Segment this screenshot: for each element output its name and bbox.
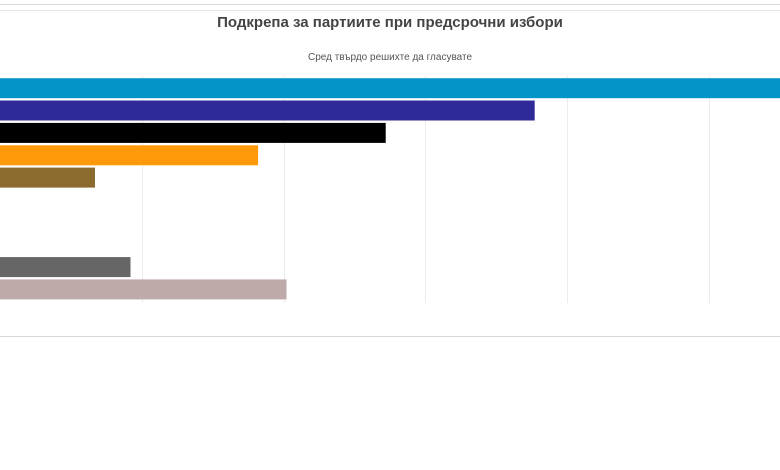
chart-subtitle: Сред твърдо решихте да гласувате	[307, 52, 473, 63]
top-divider	[0, 4, 780, 5]
bar[interactable]	[0, 78, 780, 99]
bar[interactable]	[0, 257, 131, 278]
bar[interactable]	[0, 122, 386, 143]
bar[interactable]	[0, 167, 95, 188]
top-divider-secondary	[0, 10, 780, 11]
bar[interactable]	[0, 145, 259, 166]
bar[interactable]	[0, 279, 287, 300]
bar[interactable]	[0, 100, 535, 121]
chart-title: Подкрепа за партиите при предсрочни избо…	[217, 14, 563, 31]
bottom-divider	[0, 336, 780, 337]
